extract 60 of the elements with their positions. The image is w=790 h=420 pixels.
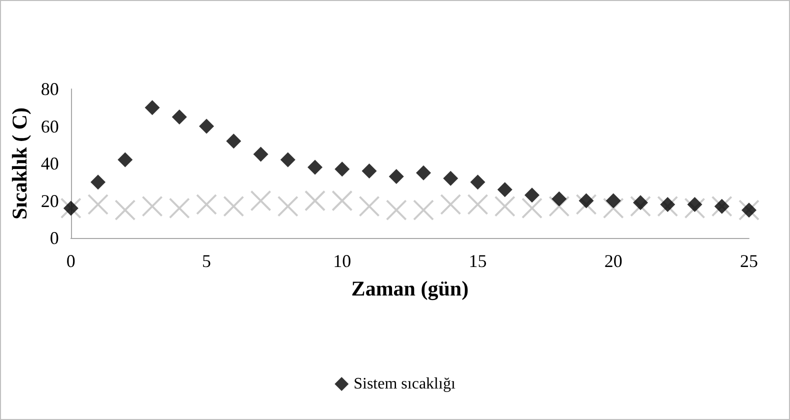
point (199, 118, 214, 134)
point (416, 165, 432, 180)
point (552, 191, 567, 206)
point (602, 198, 624, 219)
point (467, 194, 488, 215)
x-tick-label: 25 (740, 251, 758, 271)
point (497, 182, 512, 198)
point (684, 198, 706, 219)
point (277, 196, 298, 217)
point (576, 194, 597, 215)
x-tick-label: 10 (333, 251, 352, 271)
point (494, 196, 516, 217)
point (413, 200, 434, 221)
point (334, 162, 350, 177)
x-tick-label: 0 (66, 251, 76, 271)
point (196, 194, 218, 215)
point (362, 163, 377, 178)
point (280, 152, 296, 168)
point (386, 200, 407, 221)
legend-label: Sistem sıcaklığı (354, 376, 456, 392)
point (90, 174, 106, 190)
x-tick-label: 15 (468, 251, 487, 271)
y-tick-label: 20 (40, 190, 59, 211)
point (88, 194, 109, 215)
point (168, 198, 190, 219)
x-tick-label: 20 (604, 251, 622, 271)
point (470, 174, 486, 190)
point (443, 170, 458, 186)
point (388, 169, 404, 184)
point (606, 193, 621, 208)
point (687, 196, 702, 212)
point (142, 196, 163, 217)
y-tick-label: 80 (40, 79, 59, 99)
point (332, 190, 353, 212)
point (223, 196, 244, 217)
x-axis-title: Zaman (gün) (351, 276, 469, 300)
point (226, 134, 242, 149)
point (250, 190, 272, 212)
point (304, 190, 326, 212)
point (144, 100, 160, 116)
point (657, 196, 678, 217)
point (358, 196, 380, 217)
point (253, 146, 268, 162)
point (172, 109, 187, 124)
y-tick-label: 0 (50, 228, 59, 248)
point (630, 196, 652, 217)
point (524, 188, 540, 203)
point (440, 194, 462, 215)
point (578, 193, 594, 208)
y-tick-label: 40 (40, 154, 59, 174)
point (114, 200, 136, 221)
point (522, 198, 543, 219)
point (633, 195, 648, 210)
point (548, 196, 570, 217)
y-axis-title: Sıcaklık ( C) (8, 107, 32, 220)
point (660, 196, 676, 212)
x-tick-label: 5 (202, 251, 212, 271)
point (118, 152, 133, 168)
point (308, 160, 323, 175)
y-tick-label: 60 (40, 116, 59, 136)
